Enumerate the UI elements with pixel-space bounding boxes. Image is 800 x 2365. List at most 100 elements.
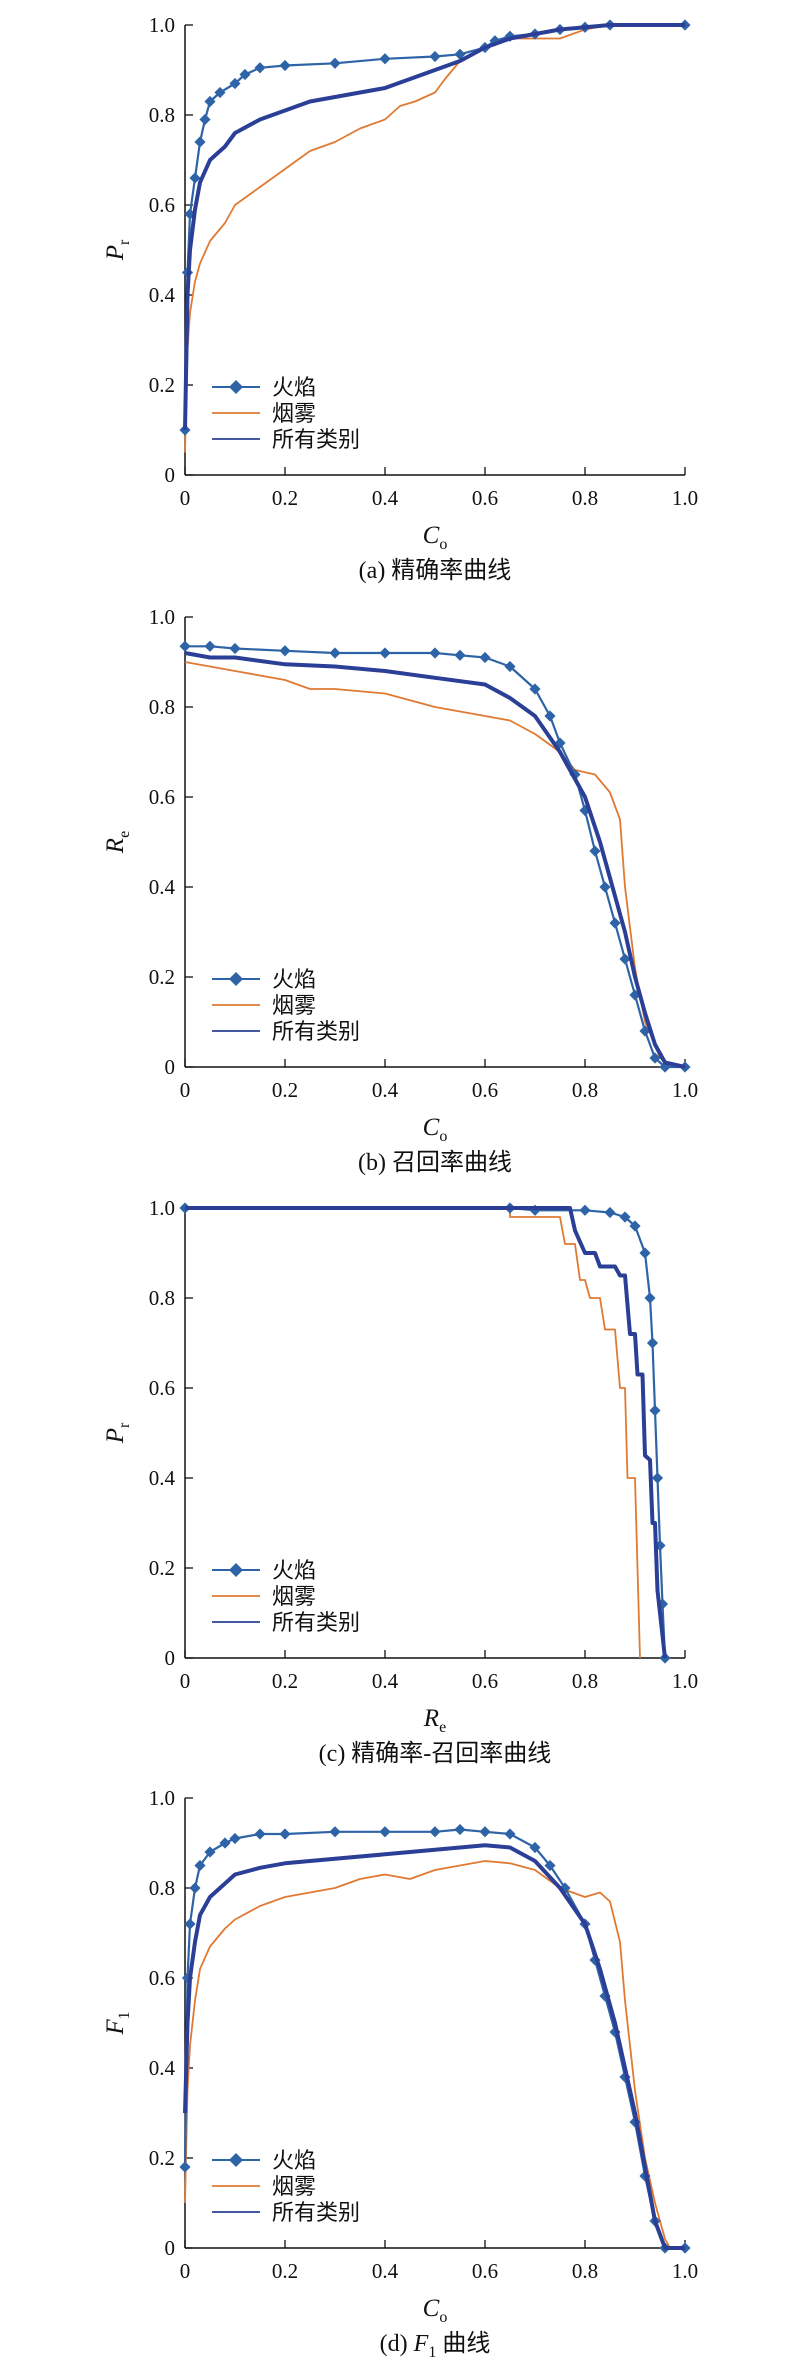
series-point (279, 1828, 291, 1840)
x-axis-label: Co (423, 522, 448, 553)
series-point (229, 1832, 241, 1845)
chart-caption: (b) 召回率曲线 (358, 1149, 512, 1176)
series-point (179, 2161, 191, 2173)
y-tick-label: 0.2 (149, 2146, 175, 2170)
series-point (189, 1882, 201, 1894)
x-tick-label: 1.0 (672, 486, 698, 510)
x-tick-label: 0.4 (372, 1078, 399, 1102)
y-tick-label: 0.6 (149, 1376, 175, 1400)
series-point (429, 50, 441, 63)
series-line-2 (183, 1843, 685, 2250)
series-point (279, 645, 291, 657)
caption-sub: 1 (428, 2344, 436, 2361)
series-point (619, 1211, 631, 1223)
y-tick-label: 0.2 (149, 373, 175, 397)
legend-label-2: 所有类别 (272, 1020, 360, 1045)
legend-marker (229, 972, 243, 986)
x-tick-label: 0.6 (472, 1669, 498, 1693)
caption-prefix: (d) (380, 2331, 414, 2357)
x-axis-label: Re (423, 1705, 446, 1736)
y-axis-label-sub: r (116, 239, 133, 245)
legend-marker (229, 1563, 243, 1577)
series-point (649, 1404, 661, 1417)
y-tick-label: 0.4 (149, 1466, 176, 1490)
x-tick-label: 0 (180, 1669, 191, 1693)
series-point (651, 1472, 664, 1484)
x-axis-label-main: C (423, 522, 440, 549)
series-point (429, 647, 441, 659)
series-point (454, 649, 466, 661)
series-point (544, 1859, 556, 1872)
series-point (604, 1206, 616, 1219)
y-tick-label: 0.8 (149, 1286, 175, 1310)
y-axis-label: Pr (102, 1422, 133, 1444)
series-point (589, 845, 601, 857)
series-point (639, 1247, 651, 1259)
y-tick-label: 0.4 (149, 875, 176, 899)
x-tick-label: 0.2 (272, 1078, 298, 1102)
series-point (194, 136, 206, 148)
chart-panel-3: 0 0.2 0.4 0.6 0.8 1.000.20.40.60.81.0F1Co(d) … (102, 1786, 698, 2361)
series-point (529, 1841, 541, 1854)
legend-label-1: 烟雾 (272, 1585, 316, 1610)
y-tick-label: 1.0 (149, 1196, 175, 1220)
series-point (329, 647, 341, 659)
series-point (579, 1204, 591, 1216)
y-tick-label: 0.6 (149, 193, 175, 217)
series-point (204, 640, 216, 652)
y-tick-label: 0.6 (149, 785, 175, 809)
y-axis-label: F1 (102, 2011, 133, 2035)
series-line-2 (185, 1206, 667, 1659)
x-tick-label: 0.8 (572, 1669, 598, 1693)
x-tick-label: 0.4 (372, 1669, 399, 1693)
legend-marker (229, 380, 243, 394)
y-tick-label: 0.4 (149, 283, 176, 307)
legend-label-0: 火焰 (272, 968, 316, 993)
series-point (219, 1837, 231, 1849)
x-axis-label-sub: o (439, 1128, 447, 1145)
series-line-1 (184, 1860, 685, 2249)
x-tick-label: 0.8 (572, 486, 598, 510)
series-line-0 (183, 23, 685, 431)
series-point (239, 68, 251, 81)
legend-label-1: 烟雾 (272, 994, 316, 1019)
caption-italic: F (413, 2331, 429, 2357)
series-point (379, 53, 391, 65)
y-tick-label: 0.2 (149, 1556, 175, 1580)
series-line-1 (185, 1207, 641, 1659)
series-line-0 (185, 645, 685, 1069)
legend-label-0: 火焰 (272, 2149, 316, 2174)
x-tick-label: 0.2 (272, 486, 298, 510)
x-axis-label-main: R (423, 1705, 439, 1732)
chart-panel-1: 0 0.2 0.4 0.6 0.8 1.0 0 0.2 0.4 0.6 0.8 1.0 Re Co (b) … (102, 605, 698, 1176)
x-tick-label: 0.2 (272, 2259, 298, 2283)
series-point (194, 1859, 206, 1872)
chart-panel-0: 0 0.2 0.4 0.6 0.8 1.0 0 0.2 0.4 0.6 0.8 1.0 Pr Co (a) … (102, 13, 698, 584)
x-axis-label: Co (423, 2295, 448, 2326)
series-point (646, 1337, 659, 1349)
series-point (179, 640, 191, 652)
y-axis-label-main: P (102, 245, 129, 261)
y-tick-label: 0 (165, 1646, 176, 1670)
x-axis-label-main: C (423, 1114, 440, 1141)
series-point (379, 1826, 391, 1838)
series-point (189, 172, 201, 184)
x-tick-label: 1.0 (672, 2259, 698, 2283)
series-point (379, 647, 391, 659)
x-tick-label: 0.8 (572, 1078, 598, 1102)
x-tick-label: 0.6 (472, 1078, 498, 1102)
legend-label-0: 火焰 (272, 1559, 316, 1584)
y-axis-label: Re (102, 831, 133, 854)
x-tick-label: 0.4 (372, 2259, 399, 2283)
y-tick-label: 0.2 (149, 965, 175, 989)
series-point (184, 1918, 196, 1930)
x-axis-label-sub: e (439, 1719, 446, 1736)
series-line-1 (184, 24, 685, 453)
series-point (279, 59, 291, 72)
legend-label-0: 火焰 (272, 376, 316, 401)
series-point (329, 57, 341, 69)
y-tick-label: 1.0 (149, 13, 175, 37)
y-tick-label: 0 (165, 463, 176, 487)
chart-panel-2: 0 0.2 0.4 0.6 0.8 1.0 0 0.2 0.4 0.6 0.8 1.0 Pr Re (c) … (102, 1196, 698, 1767)
